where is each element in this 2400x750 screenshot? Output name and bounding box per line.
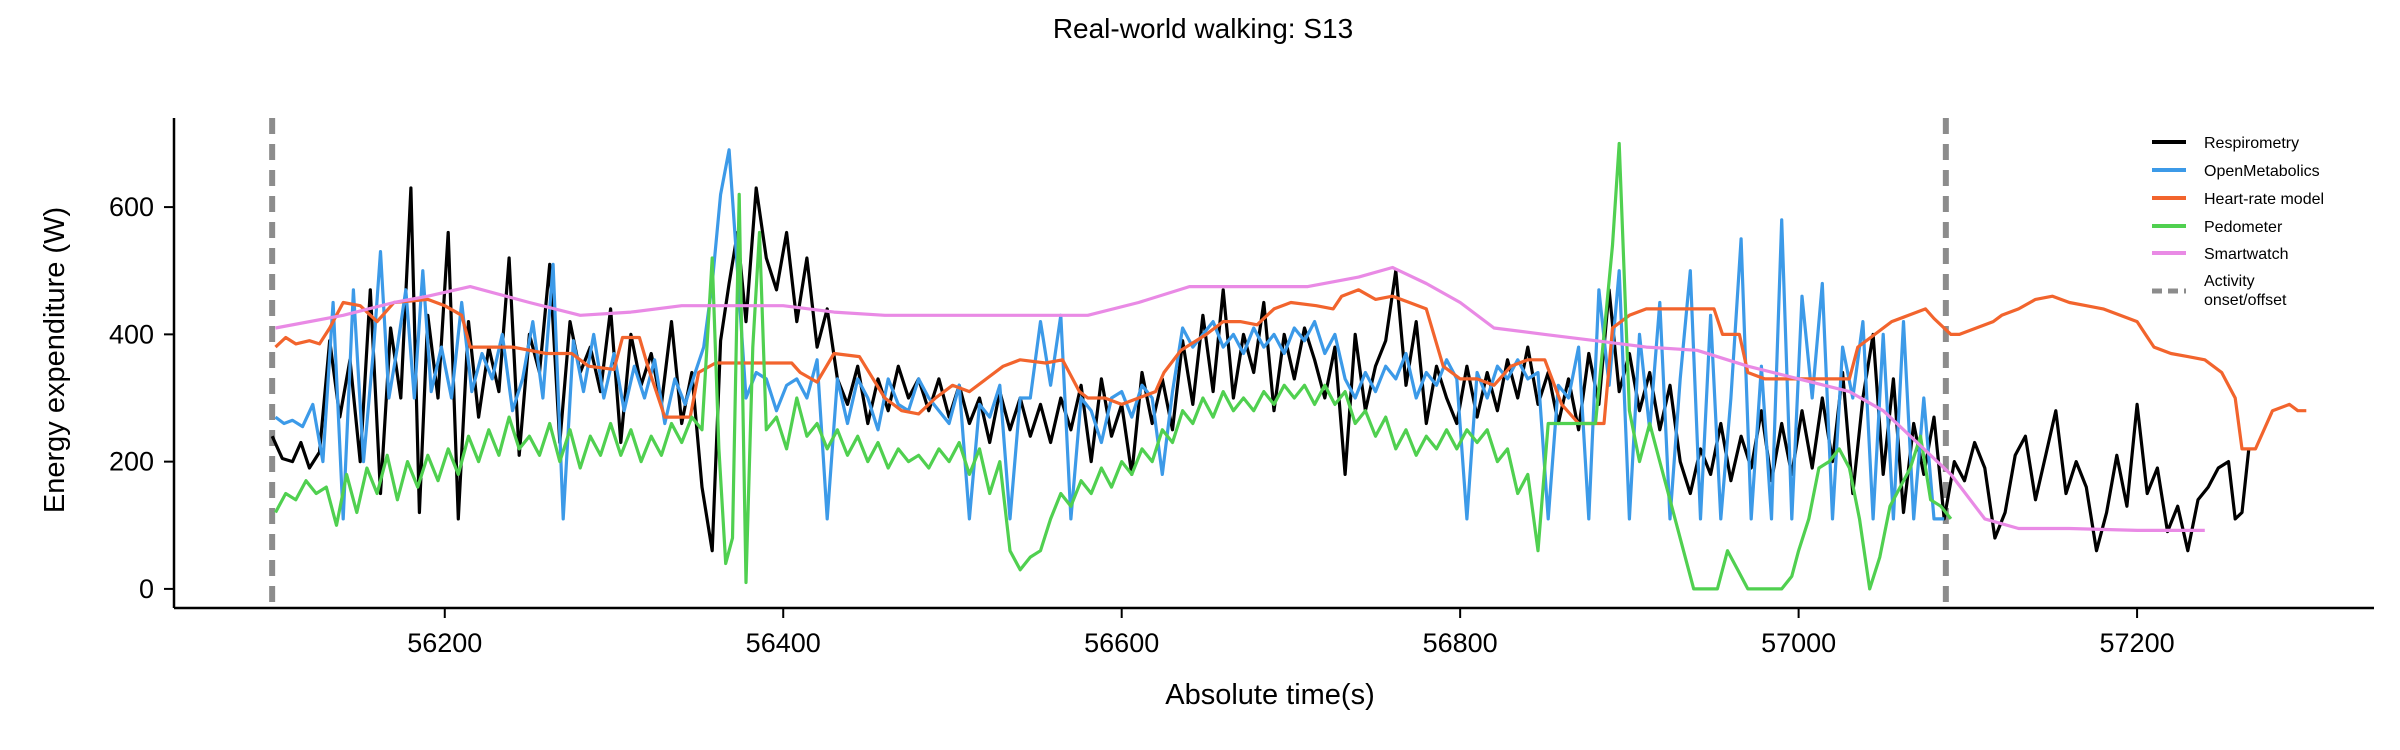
- x-tick-label: 57000: [1761, 628, 1836, 658]
- legend-label-respirometry: Respirometry: [2204, 135, 2299, 152]
- chart-title: Real-world walking: S13: [1053, 13, 1353, 44]
- y-tick-label: 600: [109, 192, 154, 222]
- legend-label-smartwatch: Smartwatch: [2204, 246, 2288, 263]
- legend: Respirometry OpenMetabolics Heart-rate mod…: [2152, 135, 2324, 309]
- x-tick-label: 56200: [407, 628, 482, 658]
- legend-label-activity-onset-offset: Activity onset/offset: [2204, 273, 2287, 309]
- y-tick-label: 200: [109, 447, 154, 477]
- x-axis-ticks: 56200 56400 56600 56800 57000 57200: [407, 608, 2175, 658]
- x-tick-label: 56800: [1423, 628, 1498, 658]
- series-heart-rate-model: [274, 288, 2307, 451]
- series-smartwatch: [275, 265, 2205, 532]
- y-tick-label: 0: [139, 574, 154, 604]
- y-axis-label: Energy expenditure (W): [39, 207, 71, 513]
- series-pedometer: [274, 141, 1953, 591]
- series-layer: [270, 141, 2307, 591]
- x-tick-label: 57200: [2100, 628, 2175, 658]
- legend-label-heart-rate-model: Heart-rate model: [2204, 191, 2324, 208]
- y-axis-ticks: 0 200 400 600: [109, 192, 174, 604]
- y-tick-label: 400: [109, 319, 154, 349]
- reference-lines: [269, 118, 1949, 608]
- legend-label-pedometer: Pedometer: [2204, 219, 2283, 236]
- legend-label-openmetabolics: OpenMetabolics: [2204, 163, 2320, 180]
- x-tick-label: 56600: [1084, 628, 1159, 658]
- series-openmetabolics: [274, 148, 1945, 521]
- series-respirometry: [270, 186, 2251, 553]
- x-axis-label: Absolute time(s): [1165, 679, 1375, 711]
- x-tick-label: 56400: [746, 628, 821, 658]
